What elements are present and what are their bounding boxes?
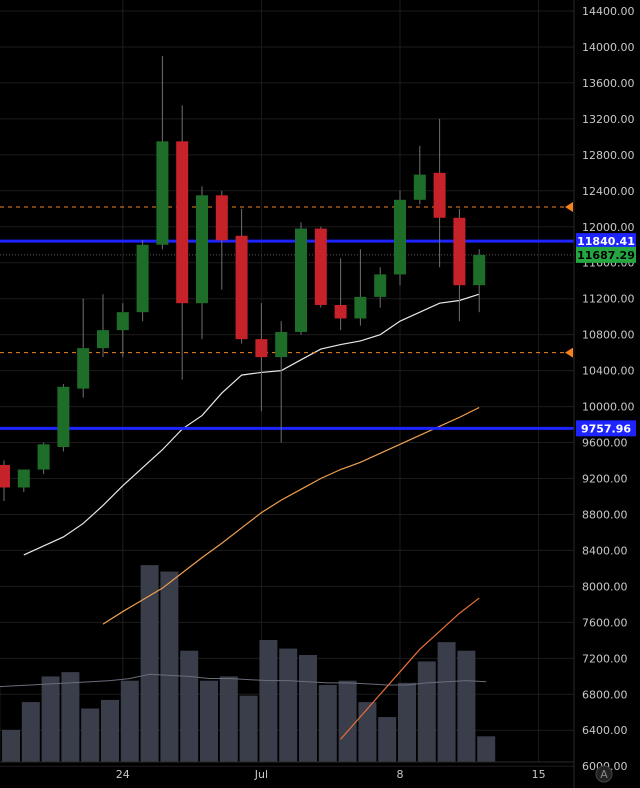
volume-bar <box>338 680 357 762</box>
volume-bar <box>101 699 119 762</box>
y-tick-label: 8400.00 <box>582 544 628 557</box>
candle-down <box>433 172 446 218</box>
y-tick-label: 12000.00 <box>582 221 635 234</box>
volume-bar <box>417 661 436 762</box>
volume-bar <box>398 682 416 762</box>
y-tick-label: 6800.00 <box>582 688 628 701</box>
footer: A <box>595 765 613 783</box>
candle-down <box>334 304 347 319</box>
time-axis[interactable]: 24 Jul 8 15 <box>0 761 574 781</box>
y-tick-label: 10800.00 <box>582 329 635 342</box>
y-tick-label: 7200.00 <box>582 652 628 665</box>
x-tick-label: 15 <box>532 768 546 781</box>
volume-bar <box>378 717 397 762</box>
level-lines <box>0 201 574 430</box>
volume-ma-line <box>0 673 487 688</box>
volume-bars <box>0 565 496 762</box>
y-tick-label: 12400.00 <box>582 185 635 198</box>
x-tick-label: 8 <box>397 768 404 781</box>
y-tick-label: 7600.00 <box>582 616 628 629</box>
volume-bar <box>477 736 496 762</box>
volume-bar <box>358 702 377 762</box>
price-label-badge <box>576 246 636 263</box>
candle-down <box>314 228 327 305</box>
ma-short-line <box>23 293 480 556</box>
volume-bar <box>21 702 40 762</box>
candle-up <box>37 444 50 470</box>
candle-up <box>275 331 288 358</box>
y-tick-label: 8000.00 <box>582 580 628 593</box>
x-tick-label: Jul <box>254 768 268 781</box>
candle-up <box>17 469 30 488</box>
candle-down <box>215 195 228 241</box>
volume-bar <box>81 708 100 762</box>
price-label-badge <box>576 233 636 250</box>
volume-bar <box>2 729 20 762</box>
price-label-text: 9757.96 <box>581 422 631 435</box>
volume-bar <box>259 640 278 762</box>
candle-down <box>453 217 466 286</box>
volume-bar <box>61 672 80 762</box>
candle-down <box>255 339 268 358</box>
y-tick-label: 13600.00 <box>582 77 635 90</box>
candle-up <box>77 348 90 389</box>
y-tick-label: 10000.00 <box>582 401 635 414</box>
candle-down <box>235 235 248 340</box>
candle-up <box>295 228 307 332</box>
volume-bar <box>219 676 238 762</box>
volume-bar <box>299 655 317 762</box>
x-tick-label: 24 <box>116 768 130 781</box>
price-label-badge <box>576 420 636 437</box>
volume-bar <box>457 650 476 762</box>
y-tick-label: 12800.00 <box>582 149 635 162</box>
y-tick-label: 13200.00 <box>582 113 635 126</box>
candle-up <box>374 274 387 297</box>
ma-medium-line <box>102 406 480 625</box>
candle-up <box>354 296 367 319</box>
candle-up <box>156 141 169 245</box>
candles <box>0 55 486 501</box>
volume-bar <box>239 695 258 762</box>
level-marker-icon <box>565 201 573 212</box>
y-tick-label: 14400.00 <box>582 5 635 18</box>
price-axis[interactable]: 6000.006400.006800.007200.007600.008000.… <box>573 0 635 788</box>
moving-averages <box>23 293 480 740</box>
y-tick-label: 9200.00 <box>582 473 628 486</box>
candle-up <box>116 312 129 331</box>
y-tick-label: 9600.00 <box>582 437 628 450</box>
price-label-text: 11840.41 <box>577 235 635 248</box>
volume-bar <box>318 684 337 762</box>
candle-down <box>0 465 10 488</box>
candle-down <box>176 141 189 304</box>
volume-bar <box>200 680 218 762</box>
y-tick-label: 14000.00 <box>582 41 635 54</box>
volume-ma-line <box>0 673 487 688</box>
auto-scale-glyph: A <box>600 768 608 781</box>
volume-bar <box>140 565 159 762</box>
candle-up <box>394 199 406 275</box>
volume-bar <box>180 650 199 762</box>
candle-up <box>196 195 208 304</box>
price-label-text: 11687.29 <box>577 249 635 262</box>
candle-up <box>57 386 70 448</box>
volume-bar <box>437 642 456 762</box>
y-tick-label: 11200.00 <box>582 293 635 306</box>
volume-bar <box>279 648 298 762</box>
candle-up <box>97 330 109 349</box>
candle-up <box>413 174 426 200</box>
volume-bar <box>160 571 179 762</box>
candle-up <box>136 244 149 313</box>
level-marker-icon <box>565 347 573 358</box>
auto-scale-icon <box>595 765 613 783</box>
ma-long-line <box>340 597 480 740</box>
y-tick-label: 10400.00 <box>582 365 635 378</box>
y-tick-label: 8800.00 <box>582 508 628 521</box>
volume-bar <box>41 676 60 762</box>
volume-bar <box>120 680 139 762</box>
candle-up <box>473 254 486 286</box>
y-tick-label: 6400.00 <box>582 724 628 737</box>
